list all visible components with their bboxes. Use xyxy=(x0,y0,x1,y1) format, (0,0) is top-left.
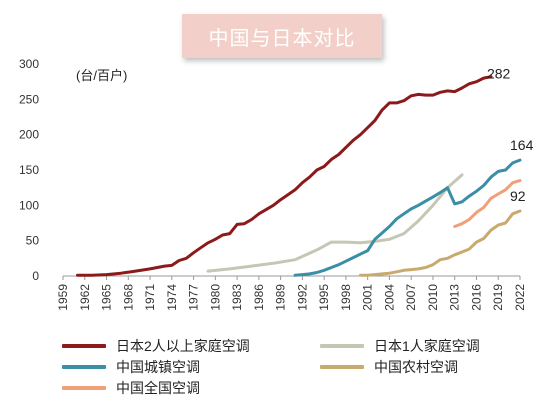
legend-swatch xyxy=(62,365,106,369)
y-tick-label: 100 xyxy=(19,198,39,212)
y-tick-label: 50 xyxy=(26,234,40,248)
legend-item-china-national: 中国全国空调 xyxy=(62,378,200,398)
data-labels: 282 164 92 xyxy=(487,66,534,204)
x-tick-label: 1977 xyxy=(187,284,201,311)
x-tick-label: 2022 xyxy=(513,284,527,311)
legend-item-japan-1person: 日本1人家庭空调 xyxy=(320,336,480,356)
x-tick-label: 1995 xyxy=(317,284,331,311)
x-tick-label: 1992 xyxy=(295,284,309,311)
unit-label: (台/百户) xyxy=(76,68,127,83)
data-label-annotation-1: 92 xyxy=(510,188,526,204)
x-tick-label: 1962 xyxy=(78,284,92,311)
x-tick-label: 1983 xyxy=(230,284,244,311)
x-tick-label: 1959 xyxy=(56,284,70,311)
x-tick-label: 1998 xyxy=(339,284,353,311)
legend-label: 日本1人家庭空调 xyxy=(374,338,480,354)
data-label-annotation-0: 164 xyxy=(510,137,534,153)
series-line-1 xyxy=(206,173,464,273)
legend-item-china-urban: 中国城镇空调 xyxy=(62,357,200,377)
legend-swatch xyxy=(62,386,106,390)
legend-swatch xyxy=(320,365,364,369)
y-tick-label: 300 xyxy=(19,57,39,71)
x-tick-label: 2004 xyxy=(382,284,396,311)
x-tick-label: 2007 xyxy=(404,284,418,311)
legend-item-china-rural: 中国农村空调 xyxy=(320,357,458,377)
x-tick-label: 1968 xyxy=(121,284,135,311)
data-label-japan-end: 282 xyxy=(487,66,511,82)
legend-item-japan-2plus: 日本2人以上家庭空调 xyxy=(62,336,250,356)
chart-title: 中国与日本对比 xyxy=(182,14,382,58)
x-tick-label: 1989 xyxy=(274,284,288,311)
x-tick-label: 1971 xyxy=(143,284,157,311)
x-tick-label: 2013 xyxy=(448,284,462,311)
y-tick-label: 200 xyxy=(19,128,39,142)
y-tick-label: 250 xyxy=(19,92,39,106)
series-line-3 xyxy=(358,209,522,277)
series-line-2 xyxy=(293,158,522,277)
x-tick-label: 1986 xyxy=(252,284,266,311)
x-tick-label: 2010 xyxy=(426,284,440,311)
x-tick-label: 1965 xyxy=(100,284,114,311)
x-tick-label: 1980 xyxy=(208,284,222,311)
y-tick-label: 0 xyxy=(32,269,39,283)
legend-swatch xyxy=(62,344,106,348)
legend-label: 日本2人以上家庭空调 xyxy=(116,338,250,354)
y-tick-label: 150 xyxy=(19,163,39,177)
x-tick-label: 2016 xyxy=(469,284,483,311)
x-tick-label: 1974 xyxy=(165,284,179,311)
legend-swatch xyxy=(320,344,364,348)
x-tick-label: 2019 xyxy=(491,284,505,311)
legend-label: 中国全国空调 xyxy=(116,380,200,396)
axes: 0 50 100 150 200 250 300 1959 1962 1965 1968 1971 19… xyxy=(19,57,527,311)
series-lines xyxy=(76,75,522,277)
series-line-4 xyxy=(453,179,522,228)
legend-label: 中国城镇空调 xyxy=(116,359,200,375)
series-line-0 xyxy=(76,75,493,277)
legend-label: 中国农村空调 xyxy=(374,359,458,375)
x-tick-label: 2001 xyxy=(361,284,375,311)
